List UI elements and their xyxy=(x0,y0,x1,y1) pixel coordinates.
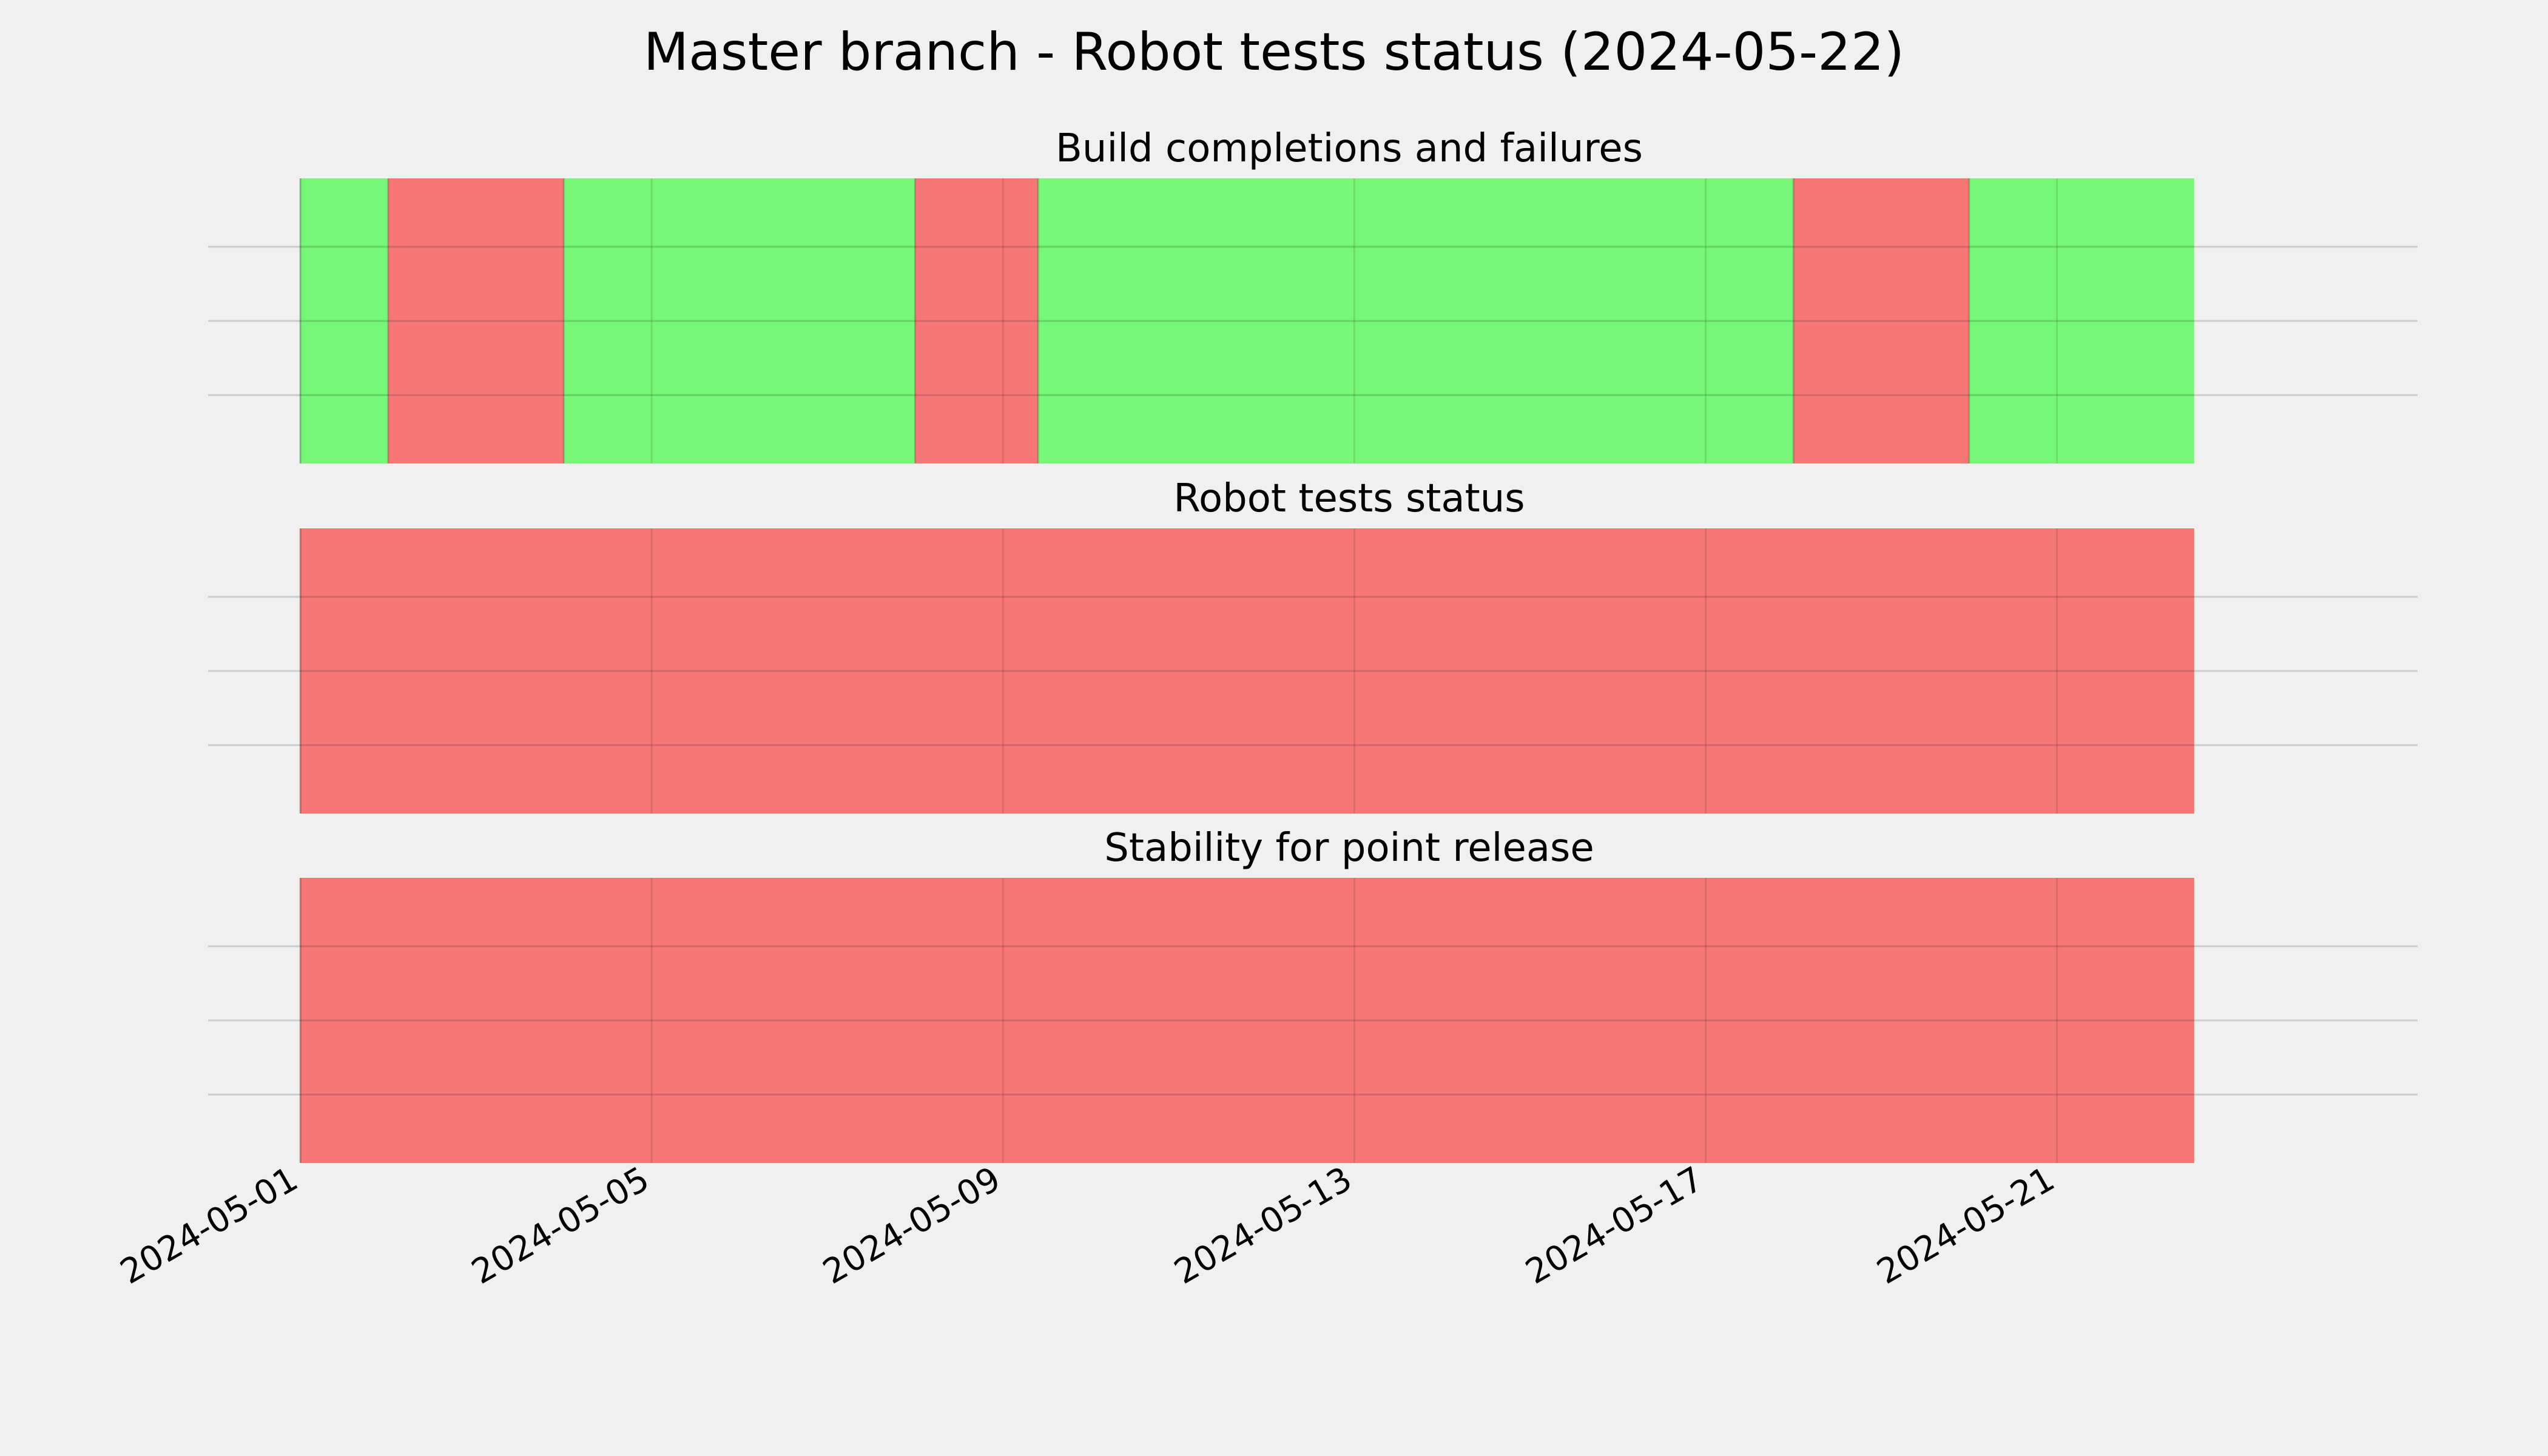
status-segment-fail xyxy=(915,178,1039,463)
status-segment-pass xyxy=(1038,178,1794,463)
panel-title: Robot tests status xyxy=(1173,476,1525,521)
panel-2: Robot tests status xyxy=(208,476,2418,814)
status-segment-fail xyxy=(388,178,564,463)
status-segment-pass xyxy=(564,178,915,463)
panel-1: Build completions and failures xyxy=(208,126,2418,463)
status-segment-fail xyxy=(300,878,2194,1163)
chart-panels: Build completions and failures Robot test… xyxy=(208,126,2418,1163)
status-segment-pass xyxy=(300,178,388,463)
status-segment-fail xyxy=(300,528,2194,814)
panel-title: Stability for point release xyxy=(1104,826,1594,871)
chart-title: Master branch - Robot tests status (2024… xyxy=(644,22,1904,83)
status-segment-fail xyxy=(1793,178,1969,463)
panel-title: Build completions and failures xyxy=(1056,126,1643,171)
status-segment-pass xyxy=(1969,178,2194,463)
panel-3: Stability for point release xyxy=(208,826,2418,1163)
